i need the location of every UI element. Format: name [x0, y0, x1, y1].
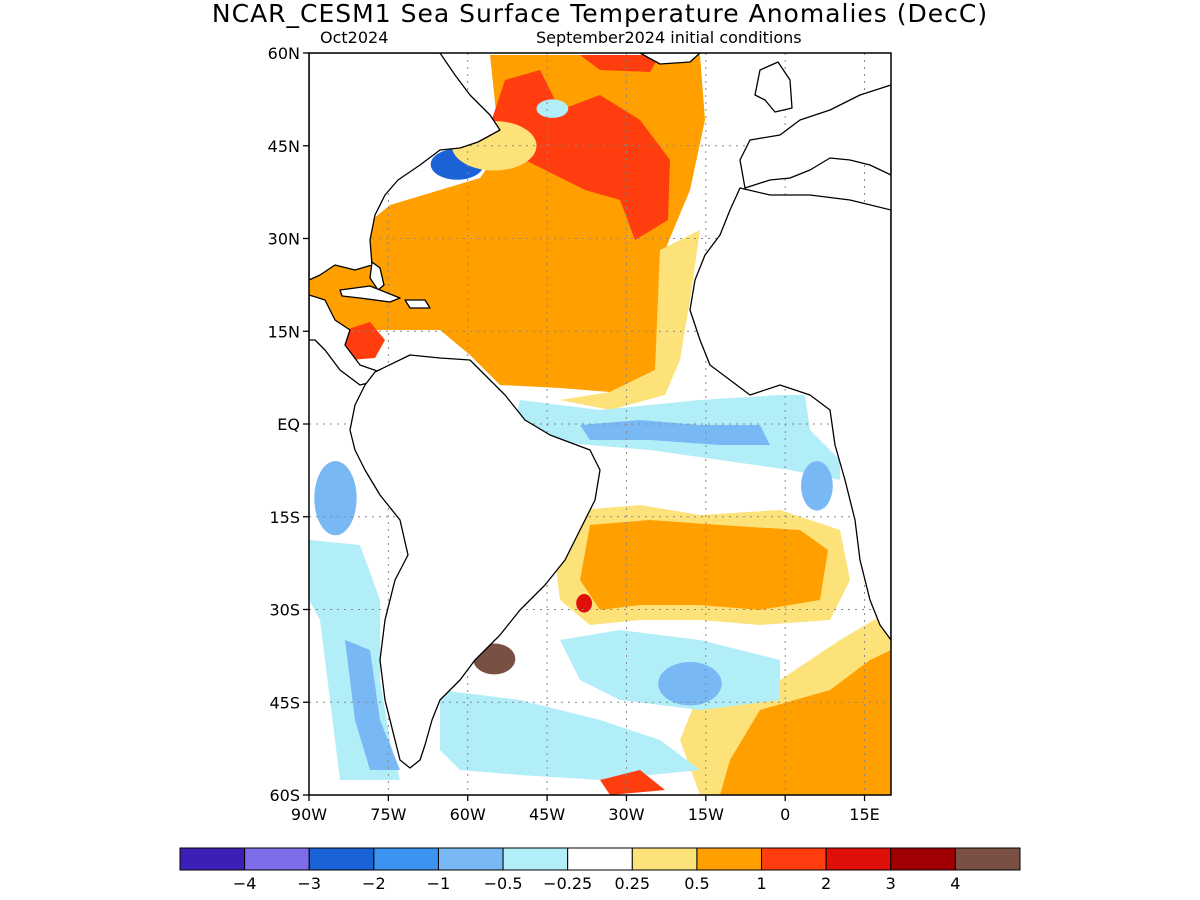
lat-tick-label: 60N [268, 44, 300, 63]
land-greenland-tip [639, 53, 701, 65]
anomaly-blob-7 [801, 461, 833, 511]
anomaly-south-atlantic-warm-core [580, 520, 828, 610]
colorbar-label: −3 [297, 874, 321, 893]
anomaly-blob-5 [658, 662, 722, 706]
lat-tick-label: 15S [269, 508, 300, 527]
colorbar-label: 0.5 [684, 874, 709, 893]
initial-conditions-label: September2024 initial conditions [536, 28, 802, 47]
colorbar-label: 2 [821, 874, 831, 893]
colorbar-label: 0.25 [614, 874, 650, 893]
lon-tick-label: 30W [608, 805, 644, 824]
colorbar-swatch [954, 847, 1021, 871]
lat-tick-label: 45S [269, 693, 300, 712]
lon-tick-label: 75W [370, 805, 406, 824]
land-cuba [339, 285, 401, 303]
longitude-axis: 90W 75W 60W 45W 30W 15W 0 15E [291, 795, 880, 824]
land-hispaniola [404, 299, 431, 309]
coastlines [309, 53, 891, 769]
lat-tick-label: 45N [268, 137, 300, 156]
colorbar-swatch [761, 847, 827, 871]
lat-tick-label: EQ [277, 415, 300, 434]
lat-tick-label: 30S [269, 601, 300, 620]
colorbar-swatch [308, 847, 375, 871]
colorbar-swatch [890, 847, 956, 871]
land-north-america [309, 53, 501, 281]
anomaly-equatorial-cool-core [580, 420, 770, 445]
colorbar-label: −4 [233, 874, 257, 893]
anomaly-southern-cool [440, 690, 700, 780]
land-british-isles [754, 61, 793, 113]
colorbar-label: −0.5 [484, 874, 523, 893]
chart-title: NCAR_CESM1 Sea Surface Temperature Anoma… [211, 0, 989, 28]
lat-tick-label: 60S [269, 786, 300, 805]
colorbar-label: 3 [886, 874, 896, 893]
land-south-america [349, 354, 601, 769]
colorbar-label: −1 [427, 874, 451, 893]
anomaly-north-atlantic-margin [560, 230, 700, 410]
lon-tick-label: 45W [529, 805, 565, 824]
colorbar-label: 4 [950, 874, 960, 893]
target-month-label: Oct2024 [320, 28, 389, 47]
anomaly-blob-4 [576, 594, 593, 613]
colorbar-label: −0.25 [543, 874, 592, 893]
anomaly-fields [309, 55, 891, 795]
lon-tick-label: 15W [688, 805, 724, 824]
lon-tick-label: 60W [450, 805, 486, 824]
lat-tick-label: 30N [268, 230, 300, 249]
anomaly-blob-6 [314, 461, 357, 536]
anomaly-southern-warm-patch [600, 770, 665, 795]
colorbar-swatch [567, 847, 633, 871]
anomaly-far-north-warm [580, 55, 660, 72]
anomaly-chile-cool-core [345, 640, 400, 770]
colorbar-label: 1 [756, 874, 766, 893]
lon-tick-label: 15E [849, 805, 879, 824]
lon-tick-label: 0 [780, 805, 790, 824]
colorbar-swatch [696, 847, 763, 871]
land-europe [739, 84, 891, 189]
colorbar-swatch [373, 847, 439, 871]
anomaly-southeast-warm-core [720, 650, 891, 795]
anomaly-blob-1 [536, 99, 569, 118]
colorbar-swatch [825, 847, 892, 871]
colorbar-swatch [631, 847, 698, 871]
colorbar-swatch [437, 847, 504, 871]
colorbar-label: −2 [362, 874, 386, 893]
colorbar: −4 −3 −2 −1 −0.5 −0.25 0.25 0.5 1 2 3 4 [179, 847, 1021, 893]
colorbar-swatch [502, 847, 569, 871]
land-africa [689, 187, 891, 641]
lat-tick-label: 15N [268, 322, 300, 341]
land-florida [369, 261, 385, 291]
colorbar-swatch [179, 847, 246, 871]
anomaly-north-atlantic-strong [485, 70, 670, 240]
latitude-axis: 60N 45N 30N 15N EQ 15S 30S 45S 60S [268, 44, 309, 805]
colorbar-swatch [244, 847, 310, 871]
lon-tick-label: 90W [291, 805, 327, 824]
map-area [309, 53, 891, 795]
